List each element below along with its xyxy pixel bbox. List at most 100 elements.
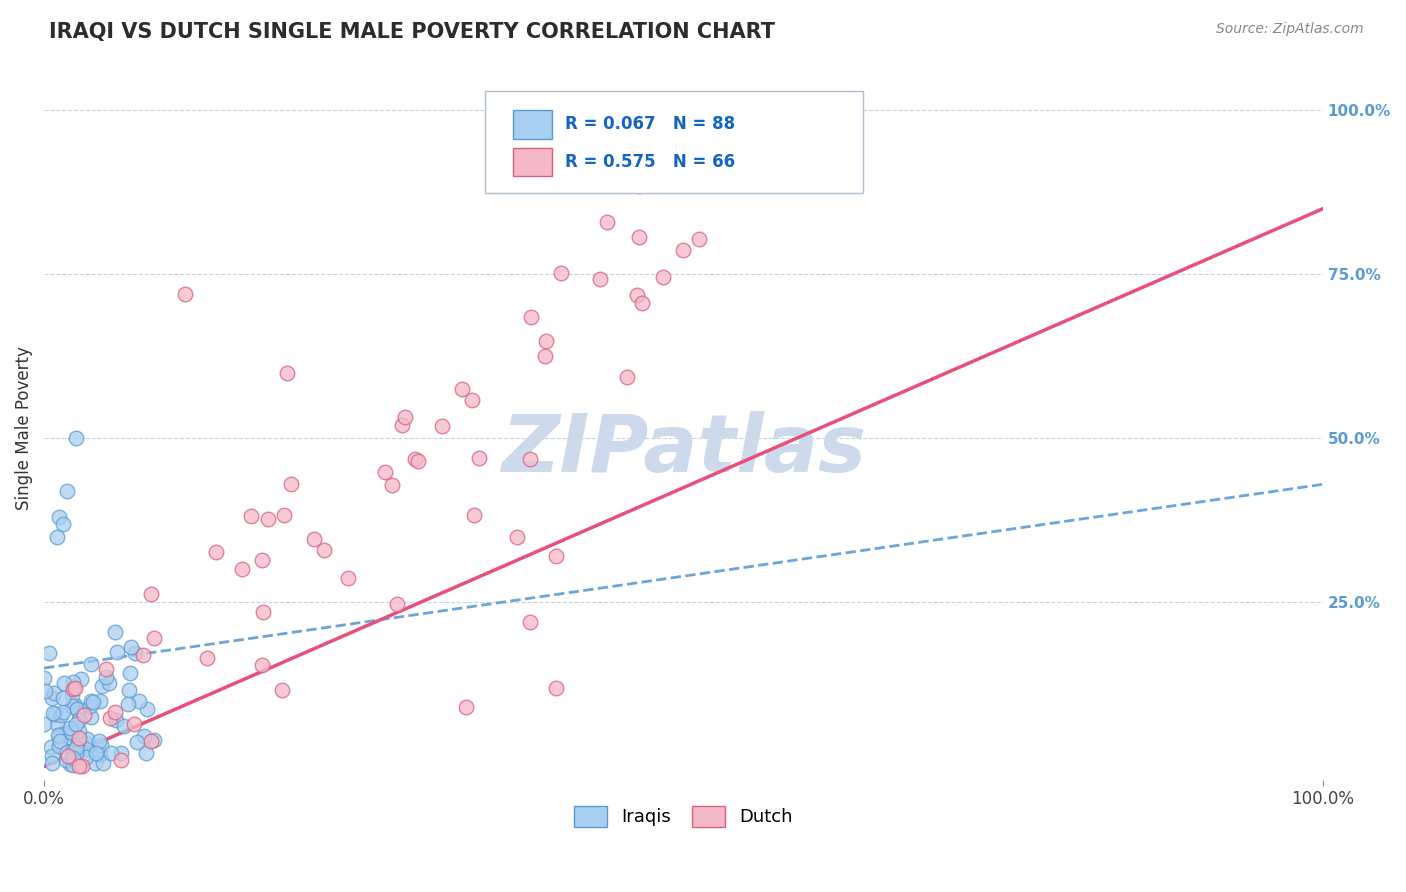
Point [39,740,62,755]
Point [627,230,650,244]
Point [67,706,90,721]
Point [672,244,695,258]
Point [75,750,97,764]
Point [381,477,404,491]
Point [48,729,70,743]
Point [65,747,87,761]
Point [314,542,336,557]
Point [195,651,218,665]
Point [616,370,638,384]
Point [75,736,97,750]
Point [125,735,148,749]
Point [112,719,135,733]
Point [520,310,543,324]
Point [98,711,121,725]
Point [67,734,90,748]
Point [94,662,117,676]
Point [120,666,142,681]
Point [534,349,557,363]
Point [391,418,413,433]
Point [94,670,117,684]
Point [89,694,111,708]
Point [48,728,70,742]
Point [519,615,541,629]
Point [652,270,675,285]
Point [506,530,529,544]
Point [250,657,273,672]
Point [276,366,298,380]
Point [143,733,166,747]
Point [337,571,360,585]
Point [79,694,101,708]
Point [628,179,651,194]
Point [32,716,55,731]
Point [688,232,710,246]
Point [44,707,66,722]
Point [456,700,478,714]
Point [404,452,426,467]
Point [45,716,67,731]
Point [468,451,491,466]
Point [120,640,142,655]
Point [49,734,72,748]
Point [63,698,86,713]
Point [65,741,87,756]
Point [273,508,295,522]
Point [48,739,70,753]
Point [75,741,97,756]
Point [394,410,416,425]
Point [63,698,86,713]
Point [104,705,127,719]
Point [69,724,91,739]
Legend: Iraqis, Dutch: Iraqis, Dutch [567,798,800,834]
Point [38,646,60,660]
Point [374,465,396,479]
Text: IRAQI VS DUTCH SINGLE MALE POVERTY CORRELATION CHART: IRAQI VS DUTCH SINGLE MALE POVERTY CORRE… [49,22,775,42]
Point [132,729,155,743]
Point [430,419,453,434]
Text: Source: ZipAtlas.com: Source: ZipAtlas.com [1216,22,1364,37]
Point [451,382,474,396]
Point [239,509,262,524]
Point [58,756,80,771]
Point [173,287,195,301]
Point [550,266,572,280]
Point [45,530,67,544]
Point [302,532,325,546]
Point [67,759,90,773]
Point [66,702,89,716]
Point [136,702,159,716]
Point [83,756,105,770]
Point [59,721,82,735]
Point [90,679,112,693]
Point [52,706,75,720]
Point [65,431,87,445]
Point [98,675,121,690]
Point [87,747,110,762]
Point [589,272,612,286]
Bar [513,111,551,138]
Point [93,756,115,770]
Point [34,683,56,698]
Point [544,549,567,564]
Point [135,747,157,761]
Point [42,706,65,720]
Point [231,562,253,576]
Point [132,648,155,662]
Point [51,727,73,741]
Point [62,757,84,772]
Point [67,713,90,727]
Point [48,510,70,524]
Point [79,698,101,713]
Point [87,734,110,748]
Point [676,177,699,191]
Point [59,724,82,739]
Point [80,710,103,724]
Point [67,731,90,745]
Point [89,747,111,761]
Point [250,553,273,567]
Point [104,624,127,639]
Point [70,672,93,686]
Point [122,717,145,731]
Point [60,689,83,703]
